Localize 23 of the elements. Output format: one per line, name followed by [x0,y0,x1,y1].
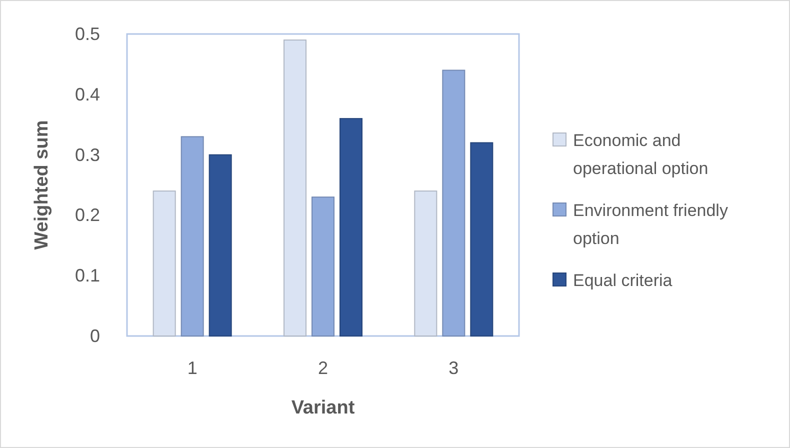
bar [442,70,466,336]
legend-label: Environment friendly option [573,200,728,248]
x-tick-label: 3 [448,358,459,378]
y-tick-label: 0.4 [74,84,100,104]
y-axis-title: Weighted sum [32,120,52,250]
legend-label: Equal criteria [573,270,673,290]
bar [414,190,438,336]
legend-label: Economic and operational option [573,130,708,178]
x-tick-label: 1 [187,358,198,378]
y-tick-label: 0.2 [74,205,100,226]
bar [180,136,204,336]
bar [152,190,176,336]
bar [312,196,334,336]
bar [284,40,306,336]
bar [470,142,494,336]
y-tick-label: 0.5 [74,24,100,44]
y-tick-label: 0 [90,326,100,346]
x-axis-title: Variant [291,398,356,418]
bar [208,154,232,336]
y-tick-label: 0.3 [74,144,100,165]
bar [340,118,362,336]
y-tick-label: 0.1 [74,266,100,286]
x-tick-label: 2 [318,358,328,378]
